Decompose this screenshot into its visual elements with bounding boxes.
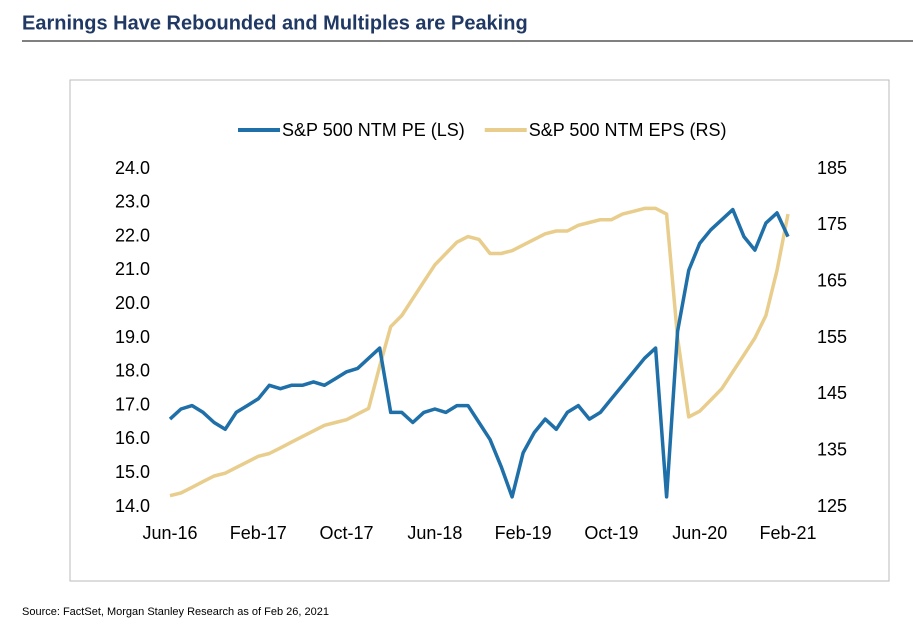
y2-tick-label: 175 [817, 214, 847, 234]
series-line [168, 207, 790, 499]
y2-tick-label: 155 [817, 327, 847, 347]
y-tick-label: 22.0 [115, 225, 150, 245]
x-tick-label: Jun-18 [407, 523, 462, 543]
y2-tick-label: 125 [817, 496, 847, 516]
y-tick-label: 14.0 [115, 496, 150, 516]
y-tick-label: 18.0 [115, 361, 150, 381]
x-tick-label: Jun-20 [672, 523, 727, 543]
x-tick-label: Feb-17 [230, 523, 287, 543]
x-tick-label: Feb-21 [759, 523, 816, 543]
x-tick-label: Oct-17 [320, 523, 374, 543]
x-tick-label: Oct-19 [584, 523, 638, 543]
series-line [169, 206, 790, 498]
legend-label: S&P 500 NTM PE (LS) [282, 120, 465, 140]
y-tick-label: 20.0 [115, 293, 150, 313]
source-note: Source: FactSet, Morgan Stanley Research… [22, 606, 329, 618]
x-tick-label: Jun-16 [142, 523, 197, 543]
y-tick-label: 24.0 [115, 158, 150, 178]
y-tick-label: 21.0 [115, 259, 150, 279]
chart-title: Earnings Have Rebounded and Multiples ar… [22, 12, 528, 34]
legend-label: S&P 500 NTM EPS (RS) [529, 120, 727, 140]
y-tick-label: 16.0 [115, 428, 150, 448]
y-tick-label: 17.0 [115, 394, 150, 414]
y-tick-label: 15.0 [115, 462, 150, 482]
x-tick-label: Feb-19 [495, 523, 552, 543]
y-tick-label: 19.0 [115, 327, 150, 347]
y-tick-label: 23.0 [115, 192, 150, 212]
y2-tick-label: 165 [817, 270, 847, 290]
y2-tick-label: 135 [817, 439, 847, 459]
y2-tick-label: 145 [817, 383, 847, 403]
plot-frame [69, 79, 890, 582]
y2-tick-label: 185 [817, 158, 847, 178]
